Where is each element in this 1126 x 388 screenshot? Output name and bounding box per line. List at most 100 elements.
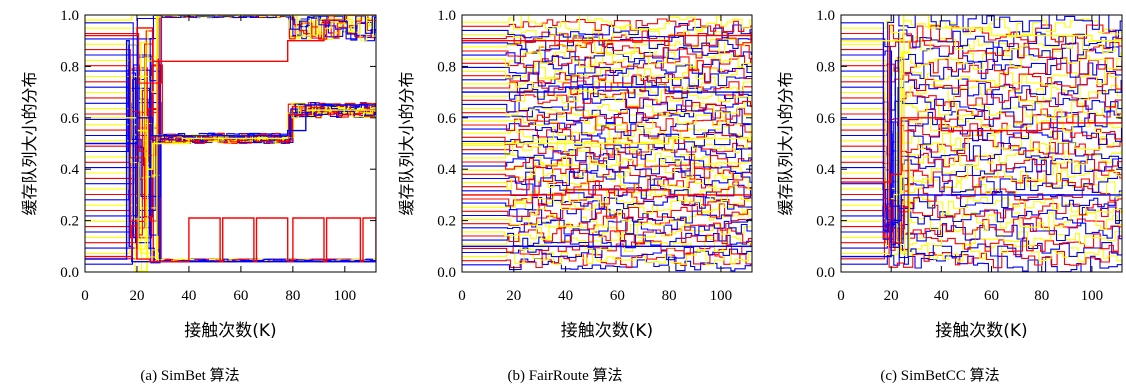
panel-caption: (a) SimBet 算法 bbox=[140, 366, 239, 384]
y-tick-label: 1.0 bbox=[437, 8, 456, 24]
texture-trace bbox=[841, 147, 1122, 253]
texture-trace bbox=[841, 185, 1122, 248]
axes-frame bbox=[840, 14, 1123, 273]
series-line-4 bbox=[85, 104, 376, 145]
texture-trace bbox=[841, 179, 1122, 203]
texture-trace bbox=[462, 170, 752, 187]
x-tick-label: 0 bbox=[458, 288, 466, 304]
texture-trace bbox=[462, 149, 752, 166]
texture-trace bbox=[841, 45, 1122, 246]
texture-trace bbox=[462, 46, 752, 64]
x-tick-label: 60 bbox=[233, 288, 248, 304]
x-tick-label: 40 bbox=[181, 288, 196, 304]
plot-area bbox=[85, 15, 376, 272]
x-tick-label: 20 bbox=[884, 288, 899, 304]
texture-trace bbox=[841, 88, 1122, 244]
y-axis-label: 缓存队列大小的分布 bbox=[20, 71, 39, 215]
y-tick-label: 1.0 bbox=[816, 8, 835, 24]
texture-trace bbox=[841, 72, 1122, 91]
series-line-6 bbox=[85, 15, 376, 21]
texture-trace bbox=[85, 15, 376, 84]
texture-trace bbox=[462, 72, 752, 88]
texture-trace bbox=[462, 208, 752, 224]
texture-trace bbox=[462, 38, 752, 55]
texture-trace bbox=[462, 83, 752, 100]
texture-trace bbox=[841, 67, 1122, 86]
texture-trace bbox=[462, 240, 752, 256]
texture-trace bbox=[462, 59, 752, 75]
y-tick-label: 0.4 bbox=[60, 162, 79, 178]
texture-trace bbox=[462, 227, 752, 245]
texture-trace bbox=[462, 178, 752, 195]
texture-trace bbox=[841, 93, 1122, 113]
texture-trace bbox=[462, 108, 752, 125]
x-axis-label: 接触次数(K) bbox=[561, 321, 653, 341]
y-tick-label: 0.4 bbox=[816, 162, 835, 178]
plot-area bbox=[462, 15, 752, 272]
texture-trace bbox=[841, 196, 1122, 254]
y-tick-label: 0.4 bbox=[437, 162, 456, 178]
series-line-3 bbox=[841, 15, 1122, 46]
y-tick-label: 0.6 bbox=[60, 111, 79, 127]
texture-trace bbox=[462, 55, 752, 72]
texture-trace bbox=[841, 190, 1122, 240]
texture-trace bbox=[462, 18, 752, 33]
texture-trace bbox=[462, 30, 752, 47]
series-line-3 bbox=[462, 137, 752, 145]
texture-trace bbox=[462, 252, 752, 269]
chart-panel-2: 0 20 40 60 80 100 0.0 0.2 0.4 0.6 0.8 1.0 接触次数(K) 缓存队… bbox=[397, 8, 753, 384]
x-tick-label: 100 bbox=[334, 288, 357, 304]
texture-trace bbox=[841, 174, 1122, 194]
x-tick-label: 60 bbox=[610, 288, 625, 304]
panel-caption: (b) FairRoute 算法 bbox=[508, 366, 623, 384]
texture-trace bbox=[462, 154, 752, 170]
texture-trace bbox=[462, 245, 752, 261]
texture-trace bbox=[462, 122, 752, 137]
texture-trace bbox=[841, 50, 1122, 189]
texture-trace bbox=[85, 43, 376, 222]
texture-trace bbox=[462, 232, 752, 249]
texture-trace bbox=[462, 236, 752, 253]
x-tick-label: 20 bbox=[129, 288, 144, 304]
x-tick-label: 60 bbox=[984, 288, 999, 304]
panel-caption: (c) SimBetCC 算法 bbox=[880, 366, 999, 384]
series-line-2 bbox=[462, 189, 752, 196]
texture-trace bbox=[841, 24, 1122, 208]
texture-trace bbox=[462, 142, 752, 158]
axes-frame bbox=[461, 14, 753, 273]
texture-trace bbox=[462, 106, 752, 121]
texture-trace bbox=[462, 101, 752, 117]
y-tick-label: 0.8 bbox=[60, 59, 79, 75]
texture-trace bbox=[841, 221, 1122, 258]
chart-panel-3: 0 20 40 60 80 100 0.0 0.2 0.4 0.6 0.8 1.0 接触次数(K) 缓存队… bbox=[776, 8, 1123, 384]
series-line-4 bbox=[462, 86, 752, 93]
texture-trace bbox=[462, 133, 752, 150]
texture-trace bbox=[462, 88, 752, 104]
texture-trace bbox=[841, 18, 1122, 205]
x-tick-label: 100 bbox=[1081, 288, 1104, 304]
y-tick-label: 0.6 bbox=[816, 111, 835, 127]
series-line-2 bbox=[841, 117, 1122, 183]
y-tick-label: 0.2 bbox=[816, 214, 835, 230]
texture-trace bbox=[841, 99, 1122, 119]
texture-trace bbox=[841, 169, 1122, 243]
texture-trace bbox=[462, 157, 752, 175]
texture-trace bbox=[462, 203, 752, 220]
x-tick-label: 40 bbox=[558, 288, 573, 304]
y-tick-label: 0.8 bbox=[816, 59, 835, 75]
texture-trace bbox=[841, 15, 1122, 231]
x-axis-label: 接触次数(K) bbox=[935, 321, 1027, 341]
x-tick-label: 100 bbox=[710, 288, 733, 304]
texture-trace bbox=[462, 146, 752, 162]
texture-trace bbox=[462, 248, 752, 265]
texture-trace bbox=[462, 200, 752, 216]
texture-trace bbox=[462, 219, 752, 236]
plot-area bbox=[841, 15, 1122, 272]
y-tick-label: 0.2 bbox=[437, 214, 456, 230]
texture-trace bbox=[462, 51, 752, 68]
y-tick-label: 1.0 bbox=[60, 8, 79, 24]
x-tick-label: 0 bbox=[81, 288, 89, 304]
series-line-5 bbox=[462, 34, 752, 42]
texture-trace bbox=[841, 29, 1122, 207]
x-tick-label: 40 bbox=[934, 288, 949, 304]
